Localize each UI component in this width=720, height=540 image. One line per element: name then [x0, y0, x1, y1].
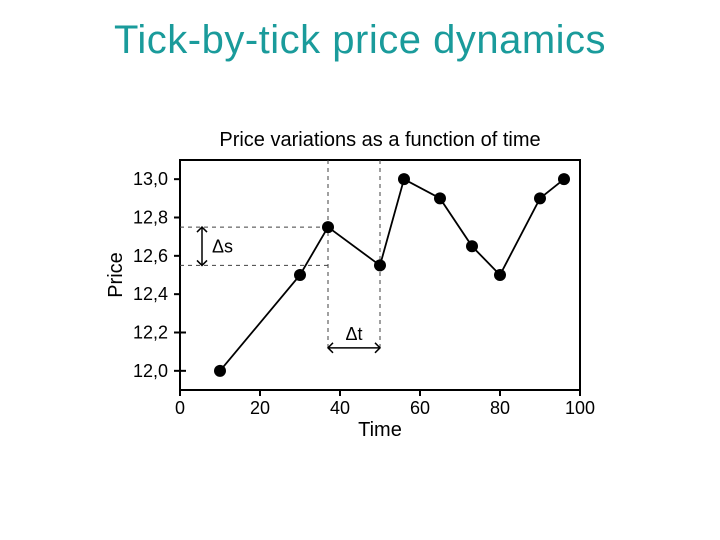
slide-title: Tick-by-tick price dynamics [0, 18, 720, 63]
ytick-label: 12,6 [133, 246, 168, 266]
y-axis-label: Price [105, 252, 127, 298]
price-point [374, 259, 386, 271]
ytick-label: 12,4 [133, 284, 168, 304]
xtick-label: 20 [250, 398, 270, 418]
price-point [534, 192, 546, 204]
xtick-label: 0 [175, 398, 185, 418]
price-point [398, 173, 410, 185]
price-point [214, 365, 226, 377]
delta-s-label: Δs [212, 236, 233, 256]
price-point [466, 240, 478, 252]
price-chart: Price variations as a function of time 12… [100, 120, 620, 450]
ytick-label: 12,8 [133, 208, 168, 228]
price-point [322, 221, 334, 233]
chart-container: Price variations as a function of time 12… [100, 120, 620, 480]
xtick-label: 80 [490, 398, 510, 418]
xtick-label: 100 [565, 398, 595, 418]
ytick-label: 12,2 [133, 323, 168, 343]
xtick-label: 40 [330, 398, 350, 418]
chart-title: Price variations as a function of time [219, 129, 540, 151]
price-point [434, 192, 446, 204]
price-point [294, 269, 306, 281]
x-axis-label: Time [358, 419, 402, 441]
delta-t-label: Δt [345, 324, 362, 344]
price-point [494, 269, 506, 281]
ytick-label: 13,0 [133, 169, 168, 189]
slide: Tick-by-tick price dynamics Price variat… [0, 0, 720, 540]
price-point [558, 173, 570, 185]
ytick-label: 12,0 [133, 361, 168, 381]
xtick-label: 60 [410, 398, 430, 418]
